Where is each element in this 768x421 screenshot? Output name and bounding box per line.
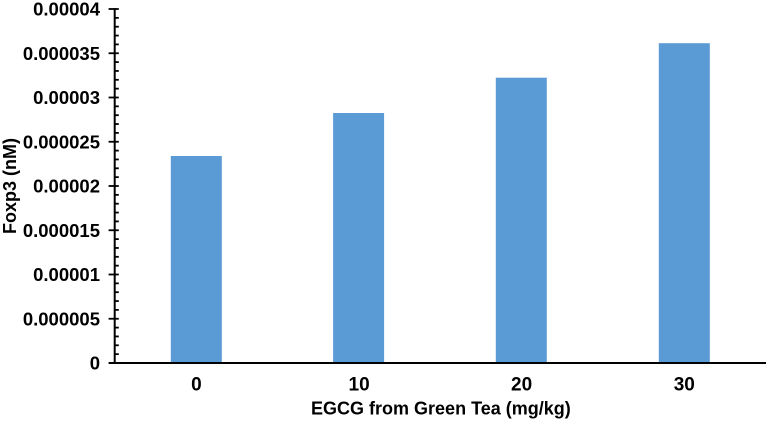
svg-text:0.00001: 0.00001 bbox=[33, 264, 100, 285]
svg-text:0.000005: 0.000005 bbox=[23, 308, 100, 329]
svg-text:0.00003: 0.00003 bbox=[33, 87, 100, 108]
svg-text:0: 0 bbox=[191, 375, 202, 396]
svg-text:0.000015: 0.000015 bbox=[23, 220, 100, 241]
svg-text:0.00002: 0.00002 bbox=[33, 176, 100, 197]
svg-text:0.00004: 0.00004 bbox=[33, 0, 101, 20]
svg-text:0.000025: 0.000025 bbox=[23, 131, 100, 152]
svg-text:10: 10 bbox=[349, 375, 370, 396]
svg-text:0.000035: 0.000035 bbox=[23, 43, 100, 64]
svg-text:20: 20 bbox=[511, 375, 532, 396]
svg-text:Foxp3 (nM): Foxp3 (nM) bbox=[0, 138, 20, 234]
svg-text:30: 30 bbox=[674, 375, 695, 396]
svg-text:0: 0 bbox=[90, 353, 100, 374]
svg-text:EGCG from Green Tea (mg/kg): EGCG from Green Tea (mg/kg) bbox=[311, 398, 571, 418]
